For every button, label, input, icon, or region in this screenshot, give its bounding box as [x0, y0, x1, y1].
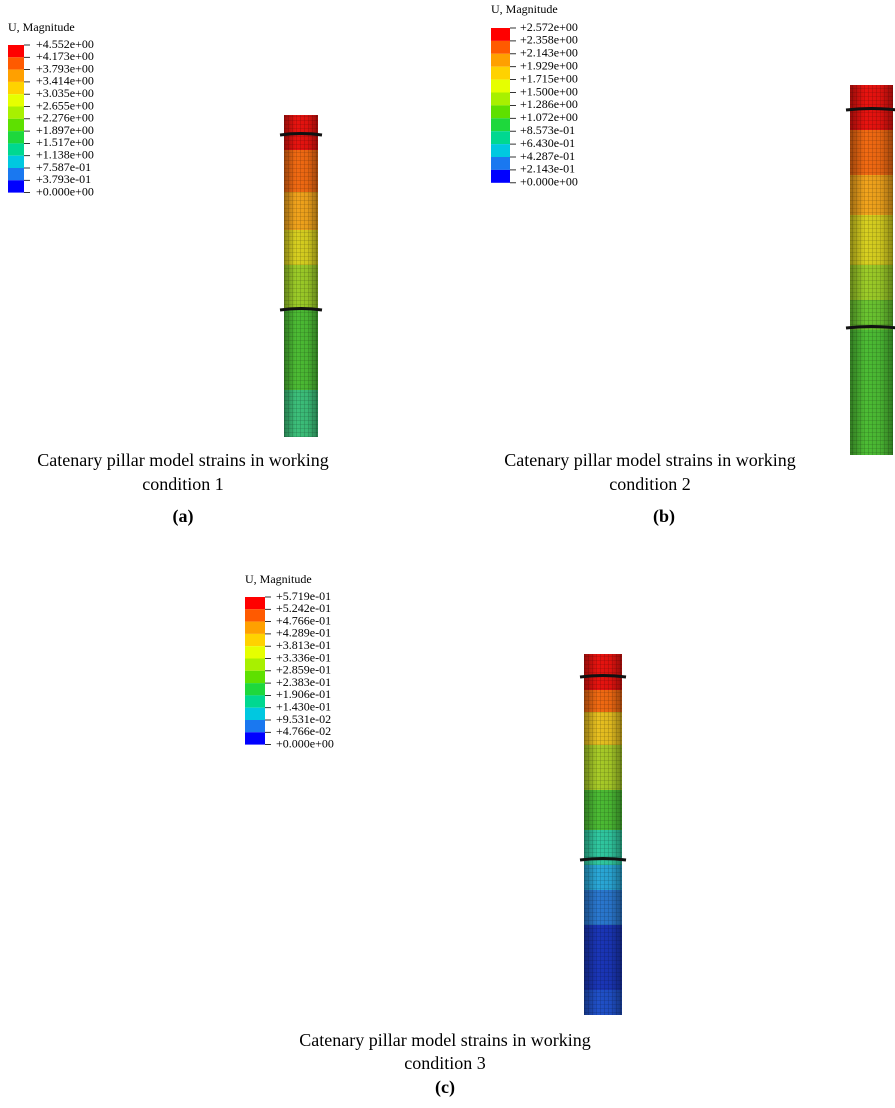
ring: [580, 859, 626, 861]
legend-swatch: [245, 659, 265, 671]
panel-label: (b): [653, 506, 675, 527]
legend-swatch: [8, 168, 24, 180]
legend-label: +0.000e+00: [276, 736, 334, 750]
legend-swatch: [245, 732, 265, 744]
legend-label: +0.000e+00: [520, 175, 578, 189]
legend-swatch: [491, 131, 510, 144]
legend-label: +1.929e+00: [520, 58, 578, 72]
ring: [580, 676, 626, 678]
legend-label: +1.500e+00: [520, 84, 578, 98]
legend-label: +1.715e+00: [520, 71, 578, 85]
legend-swatch: [8, 45, 24, 57]
legend-swatch: [8, 119, 24, 131]
legend-swatch: [245, 634, 265, 646]
ring: [846, 109, 895, 111]
legend-swatch: [491, 28, 510, 41]
legend-title: U, Magnitude: [245, 572, 312, 586]
legend-swatch: [491, 144, 510, 157]
legend-swatch: [491, 157, 510, 170]
pillar-model: [580, 654, 626, 1015]
legend-label: +8.573e-01: [520, 123, 575, 137]
legend-label: +6.430e-01: [520, 136, 575, 150]
caption: condition 2: [609, 474, 691, 494]
legend-swatch: [8, 131, 24, 143]
legend-label: +2.358e+00: [520, 33, 578, 47]
legend-label: +0.000e+00: [36, 184, 94, 198]
legend-swatch: [8, 107, 24, 119]
legend-label: +4.287e-01: [520, 149, 575, 163]
panel-label: (a): [173, 506, 194, 527]
legend-swatch: [8, 156, 24, 168]
legend-swatch: [8, 94, 24, 106]
pillar-model: [280, 115, 322, 437]
legend-swatch: [8, 82, 24, 94]
legend-swatch: [491, 54, 510, 67]
legend-swatch: [491, 41, 510, 54]
legend-swatch: [245, 695, 265, 707]
caption: Catenary pillar model strains in working: [37, 450, 328, 470]
legend-swatch: [245, 597, 265, 609]
ring: [280, 309, 322, 311]
panel-label: (c): [435, 1077, 455, 1098]
figure: U, Magnitude+4.552e+00+4.173e+00+3.793e+…: [0, 0, 895, 1108]
legend-swatch: [8, 70, 24, 82]
legend-label: +2.143e+00: [520, 46, 578, 60]
legend-label: +1.286e+00: [520, 97, 578, 111]
panel: U, Magnitude+4.552e+00+4.173e+00+3.793e+…: [8, 20, 329, 527]
ring: [280, 134, 322, 136]
legend-swatch: [245, 720, 265, 732]
legend-swatch: [8, 180, 24, 192]
legend-swatch: [245, 708, 265, 720]
legend-swatch: [245, 671, 265, 683]
panel: U, Magnitude+5.719e-01+5.242e-01+4.766e-…: [245, 572, 626, 1098]
panel: U, Magnitude +2.572e+00+2.358e+00+2.143e+…: [491, 2, 895, 527]
legend-swatch: [245, 646, 265, 658]
shading: [850, 85, 893, 455]
legend-swatch: [491, 118, 510, 131]
caption: condition 1: [142, 474, 224, 494]
legend-title: U, Magnitude: [491, 2, 558, 16]
legend-swatch: [245, 683, 265, 695]
shading: [284, 115, 318, 437]
caption: Catenary pillar model strains in working: [299, 1030, 590, 1050]
legend-swatch: [491, 105, 510, 118]
caption: condition 3: [404, 1053, 486, 1073]
legend-swatch: [8, 57, 24, 69]
legend-swatch: [491, 170, 510, 183]
legend-label: +2.572e+00: [520, 20, 578, 34]
legend-label: +1.072e+00: [520, 110, 578, 124]
legend-swatch: [491, 80, 510, 93]
legend-swatch: [245, 609, 265, 621]
ring: [846, 327, 895, 329]
legend-label: +2.143e-01: [520, 162, 575, 176]
legend-title: U, Magnitude: [8, 20, 75, 34]
shading: [584, 654, 622, 1015]
legend-swatch: [245, 622, 265, 634]
pillar-model: [846, 85, 895, 455]
legend-swatch: [491, 93, 510, 106]
legend-swatch: [491, 67, 510, 80]
caption: Catenary pillar model strains in working: [504, 450, 795, 470]
legend-swatch: [8, 143, 24, 155]
